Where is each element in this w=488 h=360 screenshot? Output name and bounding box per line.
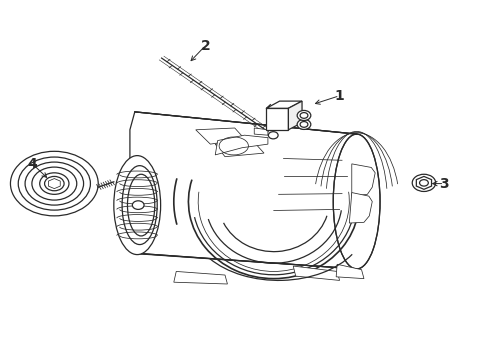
Polygon shape — [293, 266, 339, 280]
Ellipse shape — [127, 174, 155, 236]
Ellipse shape — [297, 120, 310, 130]
Ellipse shape — [132, 201, 144, 210]
Polygon shape — [215, 142, 264, 157]
Ellipse shape — [10, 151, 98, 216]
Polygon shape — [266, 101, 302, 108]
Ellipse shape — [419, 180, 427, 186]
Ellipse shape — [297, 111, 310, 121]
Polygon shape — [288, 101, 302, 130]
Ellipse shape — [44, 176, 64, 191]
Text: 1: 1 — [334, 89, 344, 103]
Polygon shape — [415, 176, 430, 189]
Text: 3: 3 — [439, 177, 448, 190]
Polygon shape — [348, 193, 371, 223]
Polygon shape — [215, 135, 267, 155]
Text: 4: 4 — [27, 157, 37, 171]
Ellipse shape — [114, 156, 160, 255]
Ellipse shape — [300, 113, 307, 118]
Polygon shape — [335, 264, 363, 279]
Polygon shape — [254, 128, 267, 135]
Ellipse shape — [122, 166, 157, 244]
Ellipse shape — [332, 134, 379, 269]
Ellipse shape — [300, 122, 307, 127]
Polygon shape — [351, 164, 374, 196]
Text: 2: 2 — [200, 39, 210, 53]
Polygon shape — [266, 108, 288, 130]
Polygon shape — [195, 128, 244, 144]
Ellipse shape — [268, 132, 278, 139]
Polygon shape — [130, 112, 367, 269]
Ellipse shape — [40, 173, 69, 194]
Polygon shape — [48, 179, 60, 189]
Polygon shape — [173, 271, 227, 284]
